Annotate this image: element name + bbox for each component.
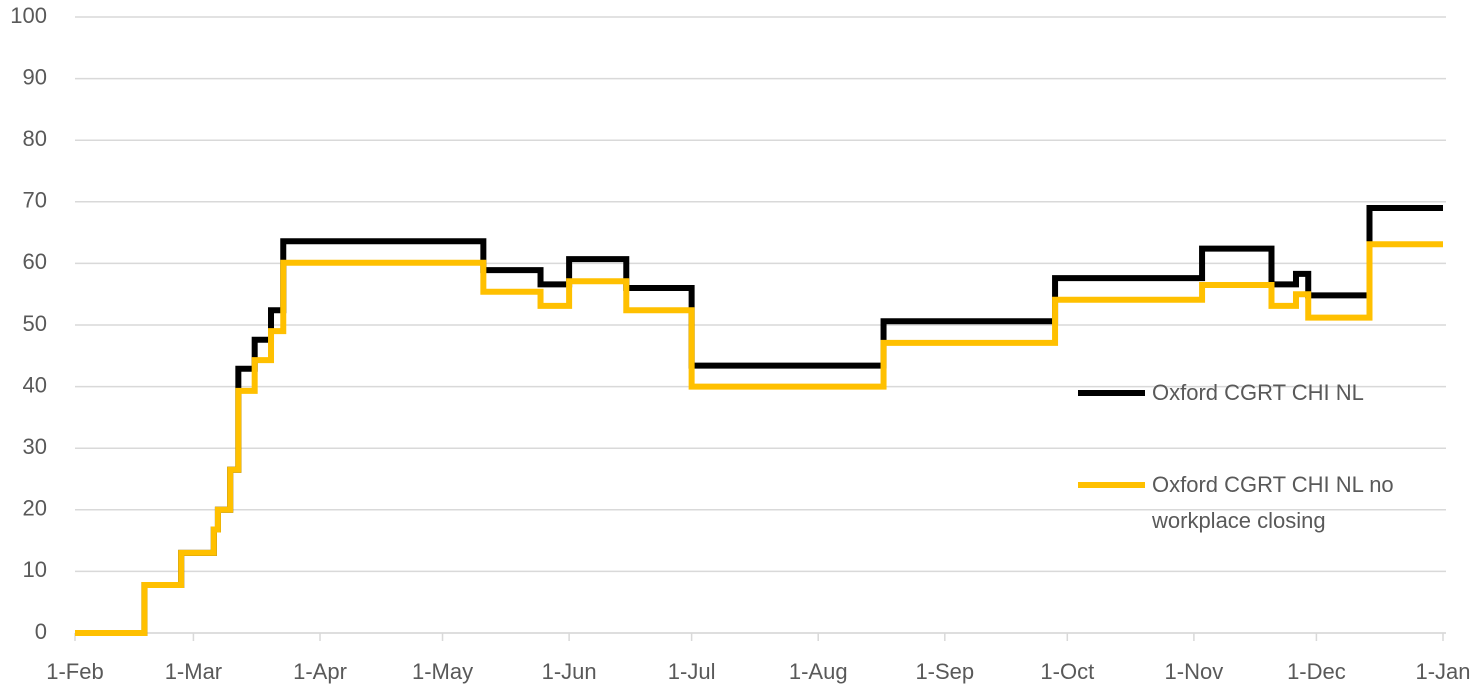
x-tick-label: 1-Aug	[789, 659, 848, 684]
x-tick-label: 1-Jul	[668, 659, 716, 684]
y-tick-label: 70	[23, 188, 47, 213]
x-tick-label: 1-Nov	[1165, 659, 1224, 684]
y-tick-label: 10	[23, 557, 47, 582]
y-tick-label: 90	[23, 64, 47, 89]
y-tick-label: 80	[23, 126, 47, 151]
y-tick-label: 30	[23, 434, 47, 459]
y-tick-label: 20	[23, 496, 47, 521]
x-tick-label: 1-Mar	[165, 659, 222, 684]
line-series	[75, 241, 1443, 636]
y-tick-label: 50	[23, 311, 47, 336]
x-tick-label: 1-Jun	[542, 659, 597, 684]
x-tick-label: 1-Dec	[1287, 659, 1346, 684]
legend-label: Oxford CGRT CHI NL no workplace closing	[1152, 472, 1394, 533]
x-tick-label: 1-Sep	[915, 659, 974, 684]
y-tick-label: 100	[10, 3, 47, 28]
x-tick-label: 1-Jan	[1415, 659, 1470, 684]
y-tick-label: 40	[23, 372, 47, 397]
y-tick-label: 60	[23, 249, 47, 274]
x-tick-label: 1-Oct	[1040, 659, 1094, 684]
x-tick-label: 1-Apr	[293, 659, 347, 684]
legend-label: Oxford CGRT CHI NL	[1152, 380, 1364, 405]
y-tick-label: 0	[35, 619, 47, 644]
line-series	[75, 204, 1443, 636]
x-tick-label: 1-May	[412, 659, 473, 684]
x-tick-label: 1-Feb	[46, 659, 103, 684]
